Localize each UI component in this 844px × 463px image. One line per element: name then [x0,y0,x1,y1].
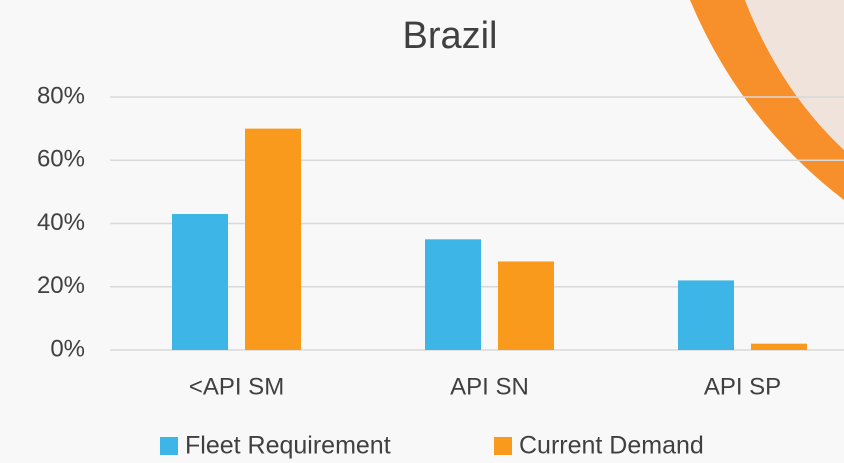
y-tick-label: 40% [37,209,85,236]
decoration-arc [690,0,844,200]
decoration-photo [745,0,844,150]
chart-title: Brazil [402,15,497,57]
y-tick-label: 0% [50,335,85,362]
bar [751,343,807,350]
bar [678,280,734,350]
y-tick-label: 20% [37,272,85,299]
legend-swatch [494,437,512,455]
bar [172,214,228,350]
y-tick-label: 60% [37,146,85,173]
x-tick-label: API SN [450,373,529,400]
x-tick-label: API SP [704,373,781,400]
bar [425,239,481,350]
bar [245,128,301,350]
bar [498,261,554,350]
y-tick-label: 80% [37,82,85,109]
x-tick-label: <API SM [189,373,284,400]
legend-swatch [160,437,178,455]
legend-label: Current Demand [519,432,704,460]
legend-label: Fleet Requirement [185,432,391,460]
